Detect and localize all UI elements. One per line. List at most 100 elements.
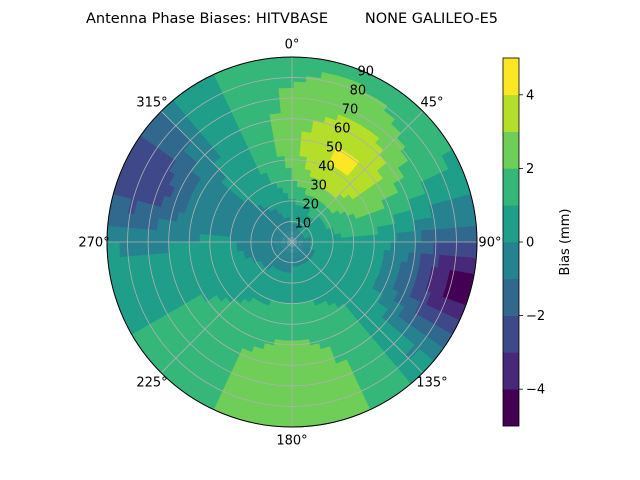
contour-cell — [292, 136, 303, 144]
contour-cell — [419, 304, 433, 321]
contour-cell — [139, 293, 153, 311]
contour-cell — [320, 71, 339, 82]
contour-cell — [249, 226, 258, 233]
contour-cell — [418, 337, 435, 355]
colorbar-tick-label: −2 — [526, 309, 545, 324]
contour-cell — [168, 126, 185, 143]
contour-cell — [186, 276, 197, 290]
polar-frame — [106, 56, 478, 428]
contour-cell — [385, 346, 402, 362]
contour-cell — [384, 242, 392, 252]
contour-cell — [395, 222, 404, 234]
contour-cell — [276, 62, 294, 70]
contour-cell — [301, 249, 308, 255]
contour-cell — [233, 134, 247, 146]
contour-cell — [163, 155, 177, 172]
contour-cell — [265, 255, 274, 263]
contour-cell — [360, 386, 379, 400]
contour-cell — [283, 231, 289, 238]
contour-cell — [277, 161, 287, 170]
contour-cell — [223, 241, 231, 248]
contour-cell — [353, 242, 361, 249]
contour-cell — [339, 227, 348, 234]
contour-cell — [336, 113, 351, 126]
chart-title: Antenna Phase Biases: HITVBASE NONE GALI… — [86, 11, 498, 27]
contour-cell — [321, 414, 341, 426]
contour-cell — [130, 226, 139, 242]
contour-cell — [226, 123, 242, 136]
contour-cell — [402, 199, 413, 213]
contour-cell — [294, 229, 298, 237]
contour-cell — [198, 232, 207, 242]
contour-cell — [276, 68, 294, 77]
contour-cell — [357, 95, 375, 110]
contour-cell — [290, 389, 306, 397]
contour-cell — [266, 369, 281, 378]
contour-cell — [364, 248, 373, 257]
contour-cell — [321, 247, 330, 253]
contour-cell — [239, 145, 252, 157]
contour-cell — [286, 229, 290, 237]
contour-cell — [255, 228, 264, 235]
contour-cell — [143, 227, 151, 242]
contour-cell — [189, 308, 203, 322]
contour-cell — [212, 347, 228, 361]
contour-cell — [460, 178, 472, 198]
contour-cell — [285, 303, 292, 311]
contour-cell — [178, 302, 191, 317]
contour-cell — [162, 298, 175, 314]
contour-cell — [283, 253, 288, 261]
contour-cell — [304, 214, 311, 222]
contour-cell — [279, 236, 287, 240]
contour-cell — [316, 239, 324, 243]
contour-cell — [408, 156, 422, 173]
contour-cell — [382, 174, 395, 188]
contour-cell — [181, 191, 192, 205]
contour-cell — [116, 301, 130, 321]
contour-cell — [296, 245, 303, 251]
contour-cell — [375, 199, 386, 212]
contour-cell — [239, 124, 254, 136]
contour-cell — [291, 266, 295, 274]
contour-cell — [376, 249, 385, 260]
contour-cell — [397, 306, 411, 322]
contour-cell — [279, 93, 294, 101]
contour-cell — [213, 123, 229, 136]
contour-cell — [184, 287, 196, 301]
contour-cell — [324, 331, 337, 342]
contour-cell — [276, 229, 283, 235]
contour-cell — [291, 309, 299, 317]
contour-cell — [273, 222, 281, 229]
contour-cell — [234, 113, 249, 125]
contour-cell — [325, 223, 334, 230]
contour-cell — [442, 184, 455, 203]
contour-cell — [229, 230, 238, 238]
contour-cell — [230, 193, 241, 204]
contour-cell — [384, 233, 392, 244]
contour-cell — [307, 227, 315, 233]
contour-cell — [331, 392, 350, 405]
contour-cell — [222, 381, 240, 394]
contour-cell — [266, 237, 274, 241]
contour-cell — [274, 232, 282, 237]
contour-cell — [211, 227, 220, 236]
contour-cell — [260, 241, 268, 245]
contour-cell — [294, 210, 298, 218]
contour-cell — [292, 167, 300, 175]
contour-cell — [274, 174, 282, 183]
contour-cell — [464, 226, 472, 244]
contour-cell — [199, 101, 217, 116]
contour-cell — [382, 250, 392, 261]
contour-cell — [280, 245, 287, 250]
contour-cell — [279, 244, 287, 248]
contour-cell — [359, 118, 376, 132]
contour-cell — [433, 138, 449, 158]
contour-cell — [289, 235, 292, 242]
contour-cell — [437, 331, 453, 351]
contour-cell — [365, 396, 385, 412]
contour-cell — [334, 242, 343, 247]
contour-cell — [392, 279, 403, 293]
contour-cell — [277, 74, 294, 83]
contour-cell — [403, 186, 415, 202]
contour-cell — [442, 168, 456, 187]
